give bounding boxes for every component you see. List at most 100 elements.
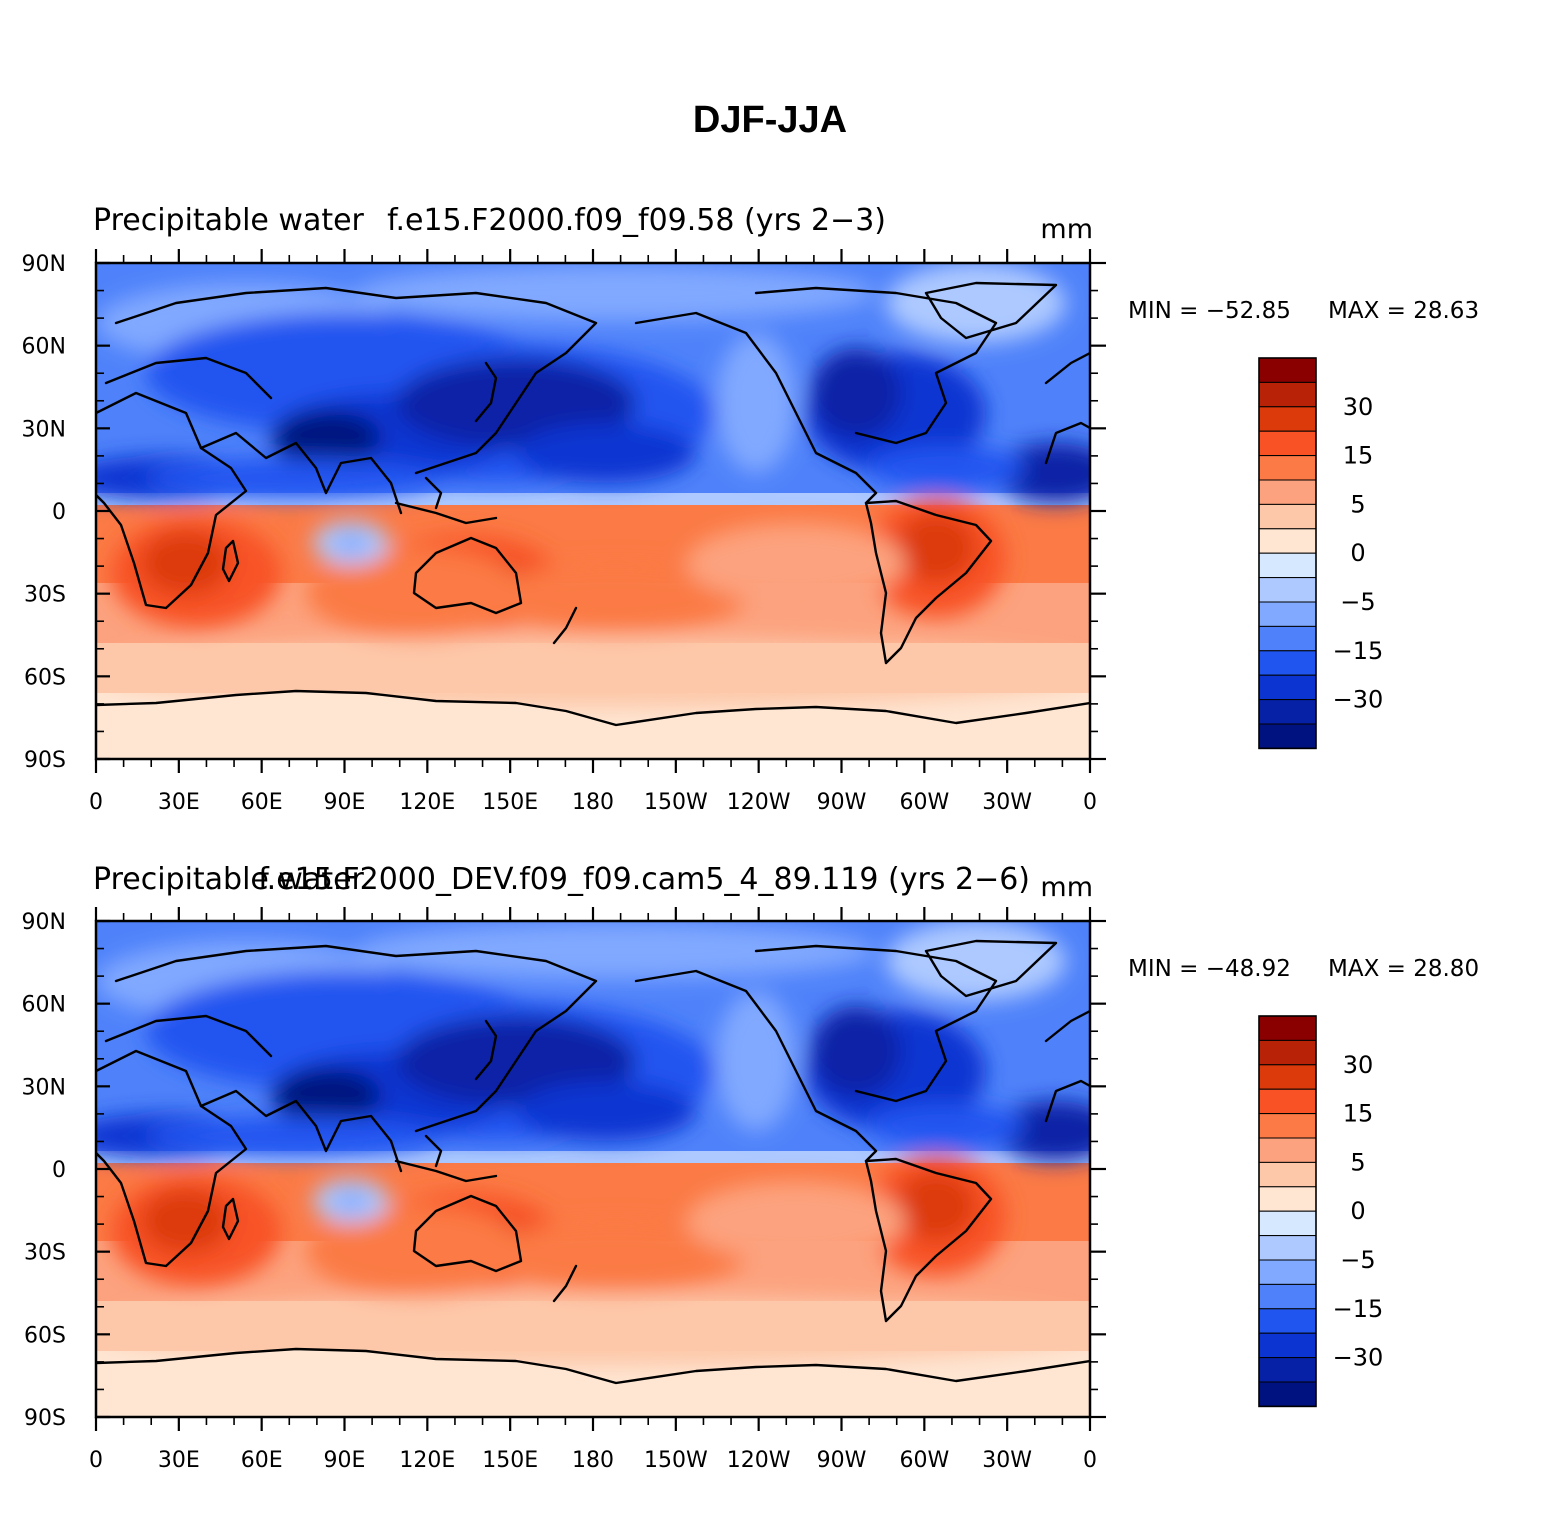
x-tick-label: 0	[1083, 790, 1097, 815]
x-tick-label: 150E	[482, 790, 538, 815]
colorbar-box	[1258, 1308, 1317, 1334]
colorbar-label: −15	[1333, 1295, 1384, 1323]
x-tick-label: 90W	[817, 1448, 867, 1473]
panel-2-map-field	[66, 901, 1116, 1441]
colorbar-box	[1258, 503, 1317, 530]
panel-1-colorbar: 30 15 5 0 −5 −15 −30	[1258, 357, 1384, 750]
y-tick-label: 0	[52, 1158, 66, 1183]
colorbar-label: 0	[1350, 539, 1365, 567]
x-tick-label: 120E	[399, 1448, 455, 1473]
y-tick-label: 30S	[24, 583, 66, 608]
y-tick-label: 90N	[22, 252, 66, 277]
panel-1-map-field	[66, 243, 1116, 783]
colorbar-box	[1258, 479, 1317, 505]
colorbar-box	[1258, 357, 1317, 383]
x-tick-label: 150E	[482, 1448, 538, 1473]
colorbar-label: −15	[1333, 637, 1384, 665]
colorbar-box	[1258, 1137, 1317, 1163]
x-tick-label: 0	[89, 1448, 103, 1473]
colorbar-box	[1258, 625, 1317, 652]
y-tick-label: 60N	[22, 993, 66, 1018]
colorbar-box	[1258, 1283, 1317, 1310]
panel-2-case-title: f.e15.F2000_DEV.f09_f09.cam5_4_89.119 (y…	[258, 862, 1030, 897]
colorbar-label: −5	[1340, 1246, 1375, 1274]
colorbar-box	[1258, 601, 1317, 627]
x-tick-label: 150W	[644, 790, 708, 815]
panel-1-left-title: Precipitable water	[93, 203, 365, 238]
x-tick-label: 90E	[324, 790, 366, 815]
x-tick-label: 150W	[644, 1448, 708, 1473]
y-tick-label: 60S	[24, 1323, 66, 1348]
x-tick-label: 120E	[399, 790, 455, 815]
colorbar-box	[1258, 1332, 1317, 1359]
colorbar-box	[1258, 699, 1317, 725]
x-tick-label: 180	[572, 1448, 614, 1473]
colorbar-label: −30	[1333, 1344, 1384, 1372]
panel-1-units: mm	[1040, 214, 1093, 245]
y-tick-label: 60N	[22, 335, 66, 360]
x-tick-label: 0	[1083, 1448, 1097, 1473]
y-tick-label: 30N	[22, 417, 66, 442]
colorbar-box	[1258, 406, 1317, 432]
colorbar-box	[1258, 1064, 1317, 1090]
x-tick-label: 60E	[241, 790, 283, 815]
panel-2-axes: 0 30E 60E 90E 120E 150E 180 150W 120W 90W 60W 30W 09…	[22, 907, 1106, 1473]
panel-2-min-label: MIN = −48.92	[1128, 956, 1291, 982]
panel-2-units: mm	[1040, 872, 1093, 903]
colorbar-label: 30	[1343, 1051, 1374, 1079]
colorbar-box	[1258, 1113, 1317, 1139]
x-tick-label: 30W	[982, 790, 1032, 815]
colorbar-box	[1258, 1186, 1317, 1212]
x-tick-label: 30E	[158, 1448, 200, 1473]
colorbar-label: 30	[1343, 393, 1374, 421]
colorbar-label: −30	[1333, 686, 1384, 714]
colorbar-box	[1258, 528, 1317, 554]
colorbar-box	[1258, 1259, 1317, 1285]
panel-1-axes: 0 30E 60E 90E 120E 150E 180 150W 120W 90W 60W 30W 09…	[22, 249, 1106, 815]
panel-2-left-title: Precipitable water	[93, 862, 365, 897]
colorbar-label: 0	[1350, 1197, 1365, 1225]
colorbar-box	[1258, 1161, 1317, 1188]
colorbar-box	[1258, 1357, 1317, 1383]
colorbar-box	[1258, 723, 1317, 749]
colorbar-box	[1258, 1039, 1317, 1066]
colorbar-label: 5	[1350, 1148, 1365, 1176]
colorbar-box	[1258, 1210, 1317, 1237]
y-tick-label: 90N	[22, 910, 66, 935]
panel-1-case-title: f.e15.F2000.f09_f09.58 (yrs 2−3)	[387, 203, 886, 238]
colorbar-box	[1258, 650, 1317, 676]
panel-1-min-label: MIN = −52.85	[1128, 298, 1291, 324]
colorbar-label: 15	[1343, 442, 1374, 470]
colorbar-box	[1258, 674, 1317, 701]
panel-2-max-label: MAX = 28.80	[1328, 956, 1479, 982]
x-tick-label: 90E	[324, 1448, 366, 1473]
figure-title: DJF-JJA	[693, 99, 847, 141]
panel-2: Precipitable water f.e15.F2000_DEV.f09_f…	[22, 862, 1480, 1473]
y-tick-label: 30S	[24, 1241, 66, 1266]
x-tick-label: 60W	[899, 790, 949, 815]
colorbar-box	[1258, 577, 1317, 603]
x-tick-label: 90W	[817, 790, 867, 815]
colorbar-box	[1258, 381, 1317, 408]
colorbar-frame	[1258, 1015, 1317, 1408]
colorbar-label: 15	[1343, 1100, 1374, 1128]
panel-1-max-label: MAX = 28.63	[1328, 298, 1479, 324]
x-tick-label: 60E	[241, 1448, 283, 1473]
x-tick-label: 120W	[727, 790, 791, 815]
colorbar-box	[1258, 430, 1317, 457]
colorbar-box	[1258, 455, 1317, 481]
y-tick-label: 30N	[22, 1075, 66, 1100]
colorbar-box	[1258, 552, 1317, 579]
x-tick-label: 60W	[899, 1448, 949, 1473]
colorbar-frame	[1258, 357, 1317, 750]
x-tick-label: 0	[89, 790, 103, 815]
y-tick-label: 60S	[24, 665, 66, 690]
colorbar-label: 5	[1350, 490, 1365, 518]
colorbar-box	[1258, 1381, 1317, 1407]
panel-1: Precipitable water f.e15.F2000.f09_f09.5…	[22, 203, 1480, 815]
colorbar-box	[1258, 1015, 1317, 1041]
x-tick-label: 30W	[982, 1448, 1032, 1473]
colorbar-box	[1258, 1088, 1317, 1115]
y-tick-label: 90S	[24, 1406, 66, 1431]
colorbar-box	[1258, 1235, 1317, 1261]
